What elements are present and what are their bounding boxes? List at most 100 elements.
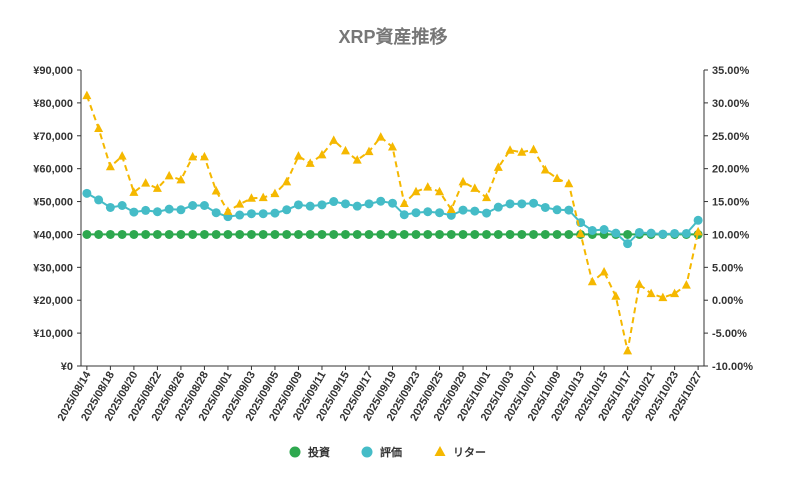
data-point <box>529 198 539 208</box>
legend-label: 投資 <box>308 445 330 459</box>
data-point <box>505 229 515 239</box>
right-tick-label: -5.00% <box>712 328 747 340</box>
data-point <box>329 229 339 239</box>
data-point <box>658 292 668 302</box>
data-point <box>129 229 139 239</box>
data-point <box>117 201 127 211</box>
left-tick-label: ¥10,000 <box>33 328 73 340</box>
data-point <box>305 158 315 167</box>
data-point <box>493 229 503 239</box>
data-point <box>258 229 268 239</box>
data-point <box>587 225 597 235</box>
data-point <box>364 229 374 239</box>
right-tick-label: 0.00% <box>712 295 743 307</box>
right-tick-label: 30.00% <box>712 98 750 110</box>
right-tick-label: 15.00% <box>712 197 750 209</box>
data-point <box>376 229 386 239</box>
data-point <box>317 229 327 239</box>
data-point <box>446 229 456 239</box>
data-point <box>340 229 350 239</box>
legend-item: 評価 <box>361 445 402 459</box>
data-point <box>399 210 409 220</box>
series-layer <box>82 90 703 355</box>
data-point <box>164 229 174 239</box>
data-point <box>493 162 503 171</box>
data-point <box>293 151 303 160</box>
data-point <box>352 155 362 164</box>
data-point <box>82 188 92 198</box>
data-point <box>352 201 362 211</box>
data-point <box>517 199 527 209</box>
left-axis: ¥0 ¥10,000 ¥20,000 ¥30,000 ¥40,000 ¥50,000 ¥60… <box>33 65 82 373</box>
data-point <box>623 239 633 249</box>
data-point <box>693 226 703 236</box>
data-point <box>176 229 186 239</box>
data-point <box>576 228 586 238</box>
data-point <box>141 205 151 215</box>
x-axis: 2025/08/142025/08/182025/08/202025/08/22… <box>56 365 705 423</box>
data-point <box>564 229 574 239</box>
data-point <box>364 199 374 209</box>
left-tick-label: ¥50,000 <box>33 197 73 209</box>
data-point <box>199 201 209 211</box>
right-tick-label: -10.00% <box>712 361 753 373</box>
left-tick-label: ¥70,000 <box>33 131 73 143</box>
data-point <box>246 193 256 202</box>
data-point <box>129 207 139 217</box>
data-point <box>246 229 256 239</box>
data-point <box>340 199 350 209</box>
data-point <box>164 204 174 214</box>
data-point <box>470 229 480 239</box>
data-point <box>258 192 268 202</box>
data-point <box>493 202 503 212</box>
data-point <box>552 205 562 215</box>
data-point <box>152 207 162 217</box>
legend-marker <box>289 446 301 458</box>
left-tick-label: ¥40,000 <box>33 229 73 241</box>
data-point <box>293 229 303 239</box>
data-point <box>305 229 315 239</box>
data-point <box>188 151 198 161</box>
data-point <box>505 199 515 209</box>
data-point <box>623 345 633 355</box>
data-point <box>235 210 245 220</box>
data-point <box>129 187 139 196</box>
data-point <box>446 210 456 220</box>
data-point <box>681 280 691 289</box>
left-tick-label: ¥80,000 <box>33 98 73 110</box>
data-point <box>564 178 574 188</box>
data-point <box>399 198 409 208</box>
chart-title: XRP資産推移 <box>338 26 447 47</box>
right-axis: -10.00% -5.00% 0.00% 5.00% 10.00% 15.00% 20.00… <box>703 65 753 373</box>
data-point <box>423 229 433 239</box>
data-point <box>611 291 621 300</box>
data-point <box>188 229 198 239</box>
data-point <box>235 199 245 208</box>
data-point <box>246 209 256 219</box>
data-point <box>411 208 421 218</box>
data-point <box>388 229 397 239</box>
data-point <box>176 205 186 215</box>
data-point <box>352 229 362 239</box>
left-tick-label: ¥20,000 <box>33 295 73 307</box>
data-point <box>329 197 339 207</box>
data-point <box>458 205 468 215</box>
data-point <box>188 201 198 211</box>
data-point <box>470 183 480 192</box>
data-point <box>505 145 515 154</box>
data-point <box>376 196 386 206</box>
data-point <box>176 174 186 184</box>
data-point <box>117 151 127 160</box>
series-2 <box>82 90 703 355</box>
left-tick-label: ¥30,000 <box>33 262 73 274</box>
data-point <box>211 208 221 218</box>
data-point <box>646 228 656 238</box>
data-point <box>458 229 468 239</box>
data-point <box>211 229 221 239</box>
left-tick-label: ¥60,000 <box>33 164 73 176</box>
data-point <box>164 170 174 180</box>
data-point <box>564 205 574 215</box>
data-point <box>105 161 115 171</box>
data-point <box>94 195 104 205</box>
